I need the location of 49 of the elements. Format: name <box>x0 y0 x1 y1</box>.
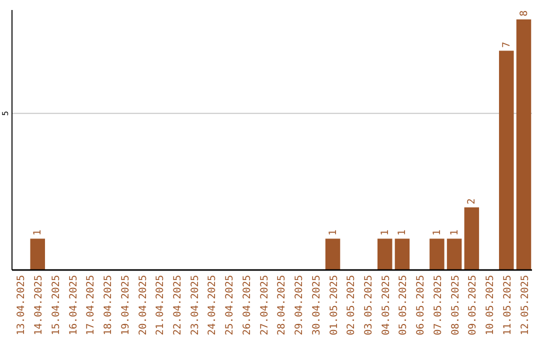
bar <box>446 238 462 270</box>
x-tick-label: 06.05.2025 <box>416 275 427 336</box>
x-tick-label: 17.04.2025 <box>86 275 97 336</box>
data-label: 8 <box>518 10 530 16</box>
bar <box>499 50 514 270</box>
data-label: 2 <box>466 198 478 204</box>
x-tick-label: 27.04.2025 <box>259 275 270 336</box>
data-label: 1 <box>32 230 44 236</box>
data-label: 1 <box>397 230 408 236</box>
x-tick-label: 26.04.2025 <box>242 275 253 336</box>
x-tick-label: 03.05.2025 <box>363 275 374 336</box>
x-tick-label: 09.05.2025 <box>468 275 479 336</box>
x-tick-label: 11.05.2025 <box>502 275 514 336</box>
x-tick-label: 07.05.2025 <box>432 275 444 336</box>
x-tick-label: 30.04.2025 <box>311 275 322 336</box>
x-tick-label: 16.04.2025 <box>68 275 80 336</box>
x-tick-label: 21.04.2025 <box>155 275 166 336</box>
x-tick-label: 25.04.2025 <box>224 275 236 336</box>
bar <box>430 238 444 270</box>
x-tick-label: 14.04.2025 <box>34 275 45 336</box>
x-tick-label: 01.05.2025 <box>328 275 340 336</box>
x-tick-label: 05.05.2025 <box>398 275 410 336</box>
bar <box>516 19 532 270</box>
x-tick-label: 18.04.2025 <box>103 275 114 336</box>
y-tick-label: 5 <box>1 110 10 116</box>
x-tick-label: 28.04.2025 <box>276 275 288 336</box>
bar <box>464 207 480 270</box>
x-tick-label: 12.05.2025 <box>520 275 531 336</box>
x-tick-label: 10.05.2025 <box>485 275 496 336</box>
data-label: 1 <box>432 230 443 236</box>
x-tick-label: 15.04.2025 <box>50 275 62 336</box>
x-tick-label: 04.05.2025 <box>380 275 392 336</box>
bar <box>394 238 410 270</box>
data-label: 7 <box>501 42 512 48</box>
bar <box>325 238 340 270</box>
x-tick-label: 22.04.2025 <box>172 275 184 336</box>
x-tick-label: 19.04.2025 <box>120 275 132 336</box>
x-tick-label: 23.04.2025 <box>190 275 201 336</box>
x-tick-label: 02.05.2025 <box>346 275 358 336</box>
data-label: 1 <box>449 230 460 236</box>
x-tick-label: 20.04.2025 <box>138 275 149 336</box>
x-tick-label: 24.04.2025 <box>207 275 218 336</box>
data-label: 1 <box>380 230 391 236</box>
bar <box>30 238 45 270</box>
x-tick-label: 13.04.2025 <box>16 275 28 336</box>
data-label: 1 <box>328 230 339 236</box>
bar <box>377 238 392 270</box>
x-tick-label: 08.05.2025 <box>450 275 462 336</box>
x-tick-label: 29.04.2025 <box>294 275 306 336</box>
